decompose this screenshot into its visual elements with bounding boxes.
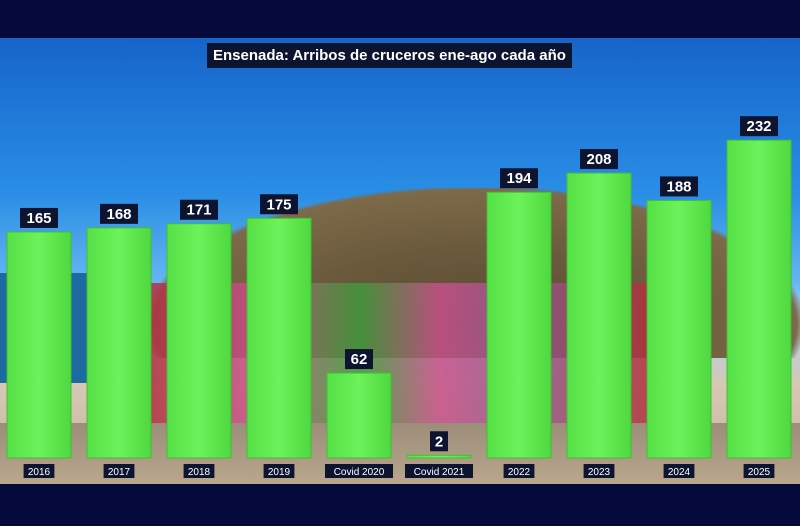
x-tick-label: 2023: [588, 467, 611, 478]
x-tick-label: 2025: [748, 467, 771, 478]
x-tick-label: 2024: [668, 467, 691, 478]
bar: [726, 139, 792, 459]
x-tick-label: 2022: [508, 467, 531, 478]
data-label: 165: [26, 210, 51, 227]
data-label-background: [260, 194, 298, 215]
x-tick-label: Covid 2020: [334, 467, 385, 478]
data-label: 194: [506, 170, 532, 187]
data-label: 175: [266, 196, 291, 213]
data-label-background: [660, 176, 698, 197]
x-tick-label: 2017: [108, 467, 131, 478]
data-label-background: [100, 203, 138, 224]
tick-label-background: [503, 464, 535, 478]
tick-label-background: [743, 464, 775, 478]
data-label: 168: [106, 206, 131, 223]
bar: [246, 217, 312, 459]
tick-label-background: [23, 464, 55, 478]
data-label-background: [580, 149, 618, 170]
bar-chart: 165 2016 168 2017 171 2018 175 2019 62 Covid 2020…: [6, 116, 792, 478]
tick-label-background: [263, 464, 295, 478]
bar: [646, 199, 712, 459]
data-label-background: [500, 168, 538, 189]
tick-label-background: [583, 464, 615, 478]
bar: [166, 223, 232, 459]
data-label-background: [740, 116, 778, 137]
bar: [566, 172, 632, 459]
data-label-background: [180, 199, 218, 220]
bar: [406, 454, 472, 459]
data-label-background: [430, 431, 448, 452]
tick-label-background: [663, 464, 695, 478]
tick-label-background: [325, 464, 393, 478]
data-label: 188: [666, 178, 691, 195]
chart-title: Ensenada: Arribos de cruceros ene-ago ca…: [207, 43, 572, 68]
data-label: 232: [746, 118, 771, 135]
chart-area: 165 2016 168 2017 171 2018 175 2019 62 Covid 2020…: [0, 38, 800, 484]
bar: [6, 231, 72, 459]
tick-label-background: [103, 464, 135, 478]
tick-label-background: [183, 464, 215, 478]
bar: [326, 372, 392, 459]
data-label: 62: [351, 351, 368, 368]
x-tick-label: 2016: [28, 467, 51, 478]
x-tick-label: 2019: [268, 467, 291, 478]
data-label-background: [345, 349, 373, 370]
x-tick-label: 2018: [188, 467, 211, 478]
data-label: 2: [435, 433, 443, 450]
tick-label-background: [405, 464, 473, 478]
data-label: 171: [186, 202, 211, 219]
bar: [486, 191, 552, 459]
x-tick-label: Covid 2021: [414, 467, 465, 478]
bar: [86, 227, 152, 459]
data-label-background: [20, 207, 58, 228]
data-label: 208: [586, 151, 611, 168]
